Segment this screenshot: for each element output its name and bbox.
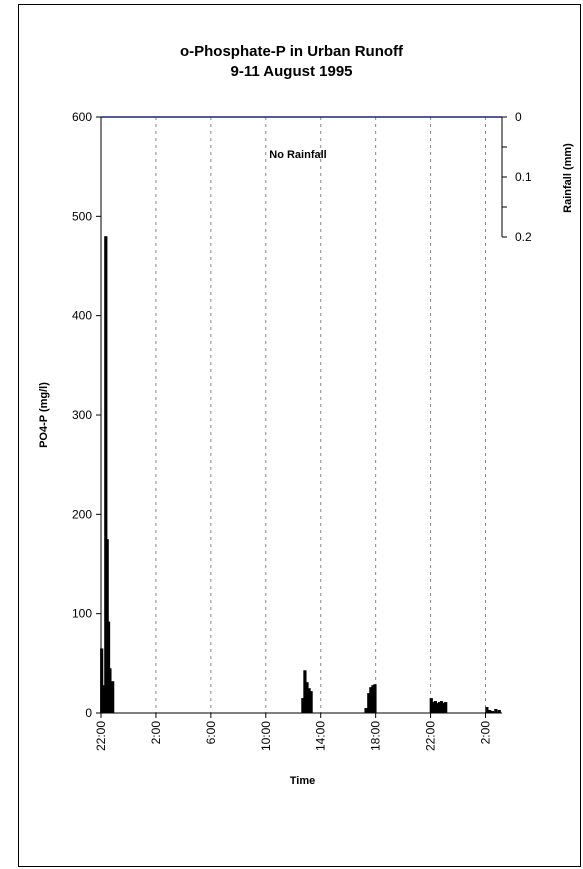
po4-bar [433,701,437,713]
x-tick-label: 18:00 [369,721,383,751]
po4-bar [369,687,373,713]
po4-bar [102,685,106,713]
po4-bar [373,684,377,713]
x-tick-label: 2:00 [479,721,493,745]
y-tick-label: 600 [72,110,92,124]
po4-bar [305,682,309,713]
po4-bar [494,709,498,713]
chart-title: o-Phosphate-P in Urban Runoff [179,43,404,60]
po4-bar [444,702,448,713]
po4-bar [100,648,104,713]
y-tick-label: 400 [72,309,92,323]
x-tick-label: 22:00 [94,721,108,751]
y-tick-label: 200 [72,507,92,521]
x-tick-label: 6:00 [204,721,218,745]
po4-bar [371,685,375,713]
y2-tick-label: 0.2 [515,230,532,244]
po4-bar [429,698,433,713]
po4-bar [367,693,371,713]
po4-bar [111,681,115,713]
po4-bar [439,701,444,713]
x-tick-label: 22:00 [424,721,438,751]
y2-tick-label: 0 [515,110,522,124]
po4-bar [435,703,440,713]
po4-bar [106,621,111,713]
x-tick-label: 2:00 [149,721,163,745]
x-tick-label: 14:00 [314,721,328,751]
y-axis-title: PO4-P (mg/l) [38,382,50,448]
po4-bar [497,710,501,713]
po4-bar [431,702,435,713]
po4-bar [108,668,112,713]
y2-axis-title: Rainfall (mm) [562,143,574,213]
po4-bar [104,236,108,713]
chart-subtitle: 9-11 August 1995 [230,63,353,80]
y2-tick-label: 0.1 [515,170,532,184]
y-tick-label: 0 [85,706,92,720]
po4-bar [442,703,446,713]
y-tick-label: 300 [72,408,92,422]
po4-bar [485,707,489,713]
po4-bar [437,702,442,713]
y-tick-label: 500 [72,209,92,223]
po4-bar [307,688,311,713]
po4-bar [364,708,368,713]
po4-bar [490,711,494,713]
x-tick-label: 10:00 [259,721,273,751]
po4-bar [301,698,305,713]
y-tick-label: 100 [72,607,92,621]
po4-bar [488,710,492,713]
po4-bar [309,691,313,713]
no-rainfall-annotation: No Rainfall [269,149,326,161]
po4-bar [303,670,307,713]
x-axis-title: Time [290,775,315,787]
chart-frame [18,4,581,867]
